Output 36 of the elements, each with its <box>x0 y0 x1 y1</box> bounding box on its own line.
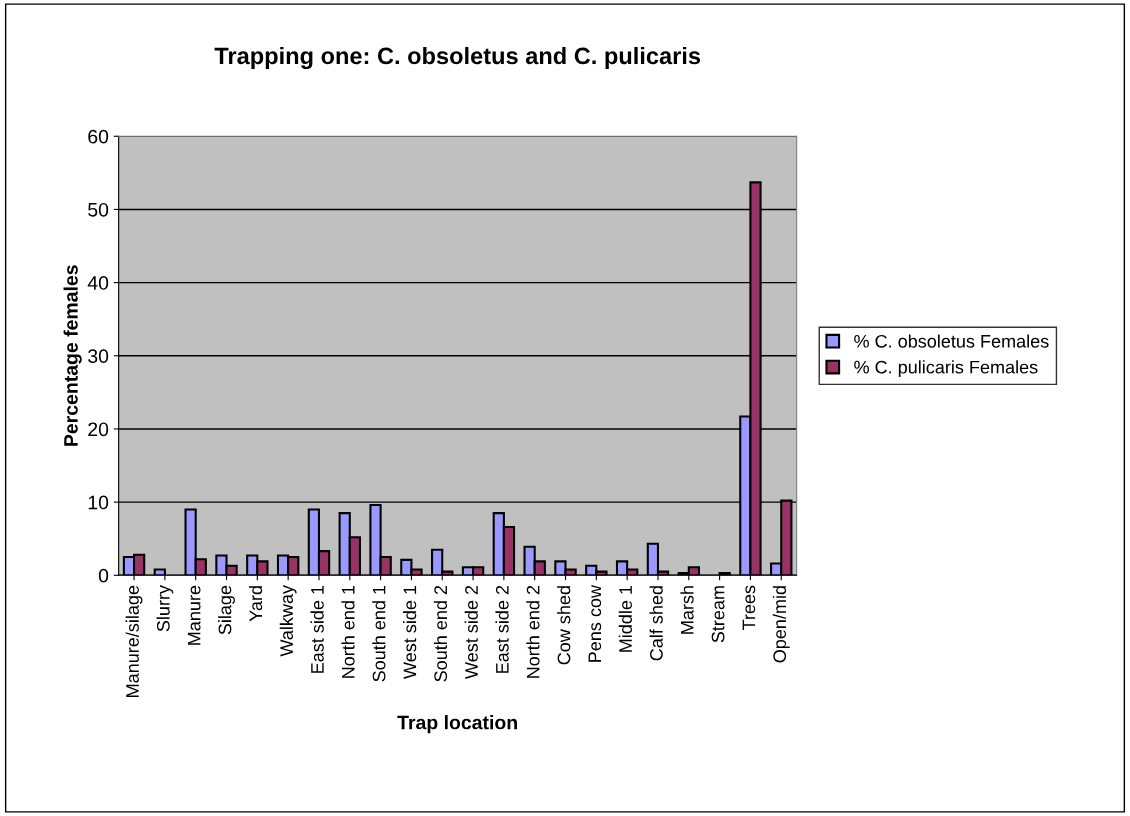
x-tick-label: Walkway <box>279 585 297 657</box>
bar <box>718 572 731 576</box>
x-tick-label: Silage <box>218 585 235 635</box>
x-tick-label: South end 2 <box>433 585 448 682</box>
x-tick-label: Cow shed <box>557 586 571 665</box>
x-tick-label: Middle 1 <box>618 585 632 652</box>
x-tick-label: West side 2 <box>464 585 478 679</box>
x-tick-label: Marsh <box>680 586 694 634</box>
x-tick-label: East side 2 <box>495 585 509 673</box>
legend-label: % C. obsoletus Females <box>854 334 1049 348</box>
y-tick-label: 10 <box>88 495 109 510</box>
y-axis-title: Percentage females <box>63 265 82 446</box>
y-tick-label: 60 <box>88 129 109 144</box>
y-tick-label: 0 <box>98 568 109 583</box>
x-tick-label: South end 1 <box>372 585 386 682</box>
chart-title: Trapping one: C. obsoletus and C. pulicaris <box>214 46 701 70</box>
x-tick-label: North end 2 <box>526 585 540 678</box>
x-tick-label: Manure/silage <box>125 585 143 697</box>
y-tick-label: 40 <box>87 276 109 290</box>
x-tick-label: Calf shed <box>649 586 663 661</box>
x-tick-label: Pens cow <box>588 584 602 662</box>
x-tick-label: East side 1 <box>310 585 324 673</box>
x-tick-label: Manure <box>187 585 201 645</box>
x-tick-label: Trees <box>742 585 756 631</box>
bar <box>153 568 166 576</box>
x-tick-label: Open/mid <box>772 586 790 663</box>
y-tick-label: 20 <box>88 422 109 437</box>
y-tick-label: 50 <box>88 202 109 217</box>
y-tick-label: 30 <box>88 349 109 364</box>
x-tick-label: West side 1 <box>403 585 417 679</box>
x-tick-label: Slurry <box>156 585 174 632</box>
x-axis-title: Trap location <box>397 715 517 734</box>
x-tick-label: Stream <box>711 586 725 643</box>
x-tick-label: North end 1 <box>341 585 355 678</box>
legend-label: % C. pulicaris Females <box>854 360 1038 378</box>
x-tick-label: Yard <box>248 586 263 622</box>
